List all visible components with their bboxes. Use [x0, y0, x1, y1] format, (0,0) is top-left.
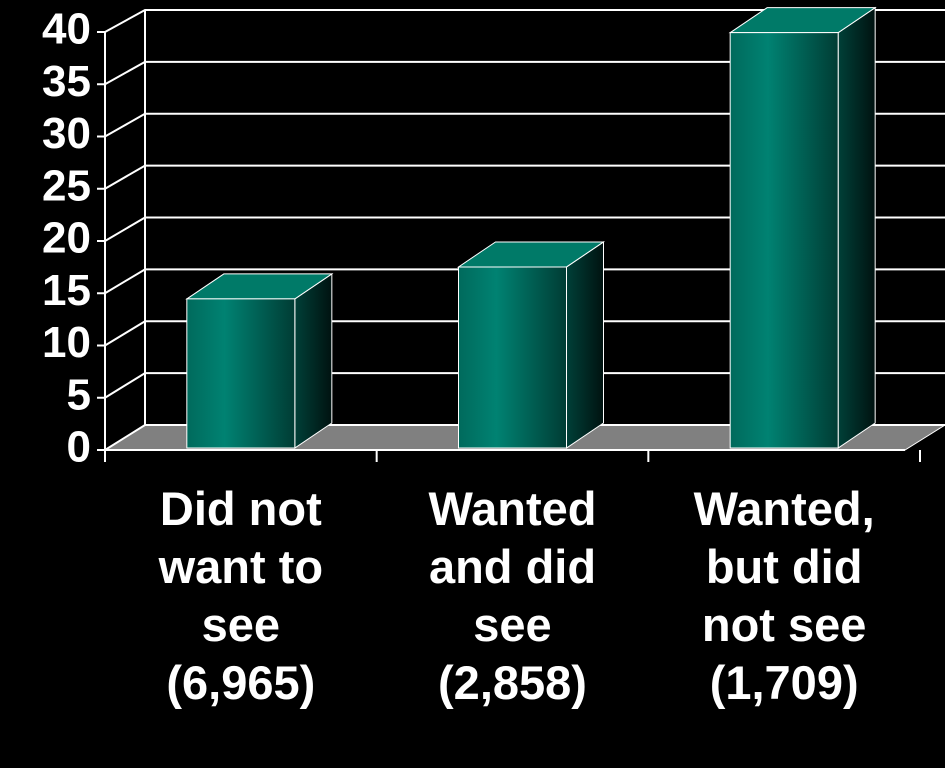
y-tick-label: 25: [42, 161, 91, 210]
y-tick-label: 10: [42, 318, 91, 367]
grid-line: [104, 320, 945, 347]
bar-front: [729, 32, 839, 449]
y-tick-label: 15: [42, 266, 91, 315]
bar-front: [186, 298, 296, 449]
x-tick-label: Wanted and did see (2,858): [428, 482, 597, 709]
y-tick-label: 30: [42, 109, 91, 158]
grid-line: [104, 268, 945, 295]
bar-front: [458, 266, 567, 449]
y-tick-label: 20: [42, 214, 91, 263]
x-tick-label: Did not want to see (6,965): [158, 482, 324, 709]
grid-line: [104, 216, 945, 242]
x-tick-label: Wanted, but did not see (1,709): [693, 482, 875, 709]
grid-line: [104, 424, 945, 451]
y-tick-label: 0: [67, 423, 91, 472]
bar: [728, 6, 877, 449]
grid-line: [104, 60, 945, 86]
grid-line: [104, 9, 945, 33]
y-tick-label: 5: [67, 370, 91, 419]
bar: [185, 272, 334, 449]
grid-line: [104, 112, 945, 138]
y-tick-label: 35: [42, 57, 91, 106]
bar-side: [294, 272, 333, 449]
bar: [456, 241, 606, 449]
bar-side: [837, 6, 876, 449]
grid-line: [104, 372, 945, 399]
y-tick-label: 40: [42, 5, 91, 54]
bar-side: [566, 241, 604, 449]
grid-line: [104, 164, 945, 190]
